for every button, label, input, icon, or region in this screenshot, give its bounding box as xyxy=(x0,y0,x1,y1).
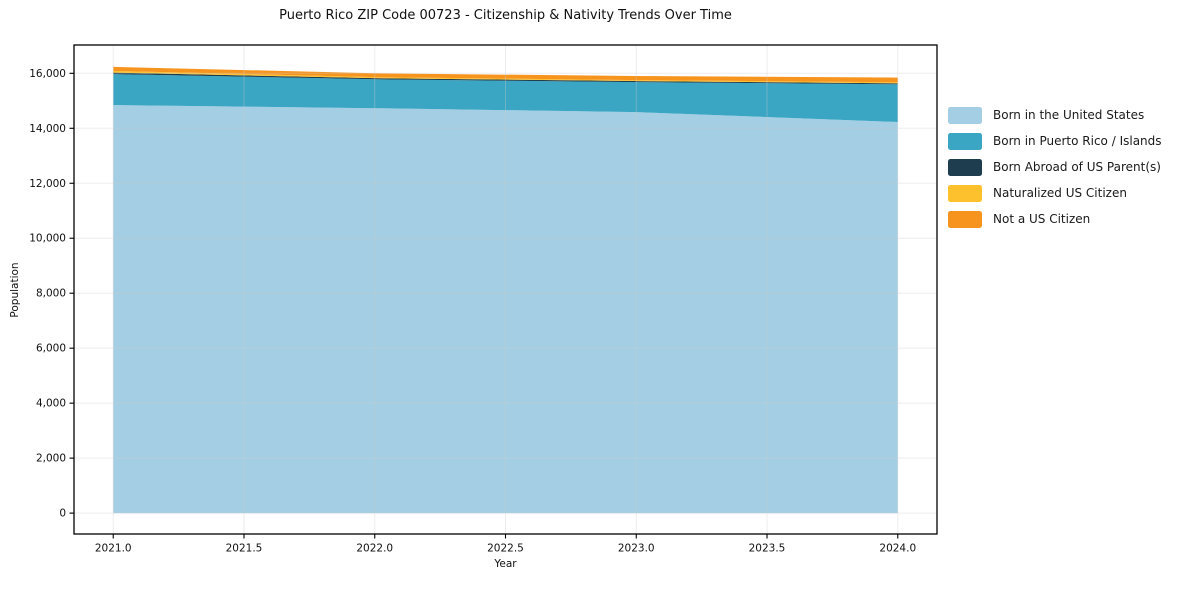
axis-ticks: 2021.0 2021.5 2022.0 2022.5 2023.0 2023.5 2024… xyxy=(29,68,916,555)
y-tick-label: 0 xyxy=(59,508,66,520)
y-axis-label: Population xyxy=(9,262,21,318)
legend-item-born-abroad: Born Abroad of US Parent(s) xyxy=(948,154,1162,180)
legend-swatch-born-abroad xyxy=(948,158,982,176)
x-tick-label: 2022.0 xyxy=(356,543,393,555)
legend-label: Born in Puerto Rico / Islands xyxy=(993,134,1162,148)
y-tick-label: 4,000 xyxy=(36,398,66,410)
area-series-0 xyxy=(113,105,898,514)
x-tick-label: 2023.0 xyxy=(618,543,655,555)
y-tick-label: 10,000 xyxy=(29,233,66,245)
chart-title: Puerto Rico ZIP Code 00723 - Citizenship… xyxy=(279,8,732,23)
area-series-4 xyxy=(113,66,898,83)
legend-swatch-born-in-pr xyxy=(948,132,982,150)
y-tick-label: 12,000 xyxy=(29,178,66,190)
legend-label: Born Abroad of US Parent(s) xyxy=(993,160,1161,174)
area-series-1 xyxy=(113,74,898,123)
area-series-2 xyxy=(113,72,898,85)
legend: Born in the United States Born in Puerto… xyxy=(948,102,1162,232)
legend-swatch-naturalized xyxy=(948,184,982,202)
y-tick-label: 6,000 xyxy=(36,343,66,355)
legend-item-born-in-pr: Born in Puerto Rico / Islands xyxy=(948,128,1162,154)
gridlines xyxy=(74,45,937,534)
y-tick-label: 2,000 xyxy=(36,453,66,465)
area-series-3 xyxy=(113,70,898,84)
legend-label: Not a US Citizen xyxy=(993,212,1091,226)
x-tick-label: 2021.5 xyxy=(226,543,263,555)
legend-label: Naturalized US Citizen xyxy=(993,186,1127,200)
legend-swatch-not-citizen xyxy=(948,210,982,228)
x-tick-label: 2022.5 xyxy=(487,543,524,555)
legend-item-born-in-us: Born in the United States xyxy=(948,102,1162,128)
legend-item-not-citizen: Not a US Citizen xyxy=(948,206,1162,232)
legend-item-naturalized: Naturalized US Citizen xyxy=(948,180,1162,206)
x-tick-label: 2024.0 xyxy=(879,543,916,555)
y-tick-label: 8,000 xyxy=(36,288,66,300)
stacked-areas xyxy=(113,66,898,514)
y-tick-label: 14,000 xyxy=(29,123,66,135)
legend-label: Born in the United States xyxy=(993,108,1145,122)
x-tick-label: 2021.0 xyxy=(95,543,132,555)
y-tick-label: 16,000 xyxy=(29,68,66,80)
legend-swatch-born-in-us xyxy=(948,106,982,124)
x-axis-label: Year xyxy=(494,558,517,570)
x-tick-label: 2023.5 xyxy=(749,543,786,555)
